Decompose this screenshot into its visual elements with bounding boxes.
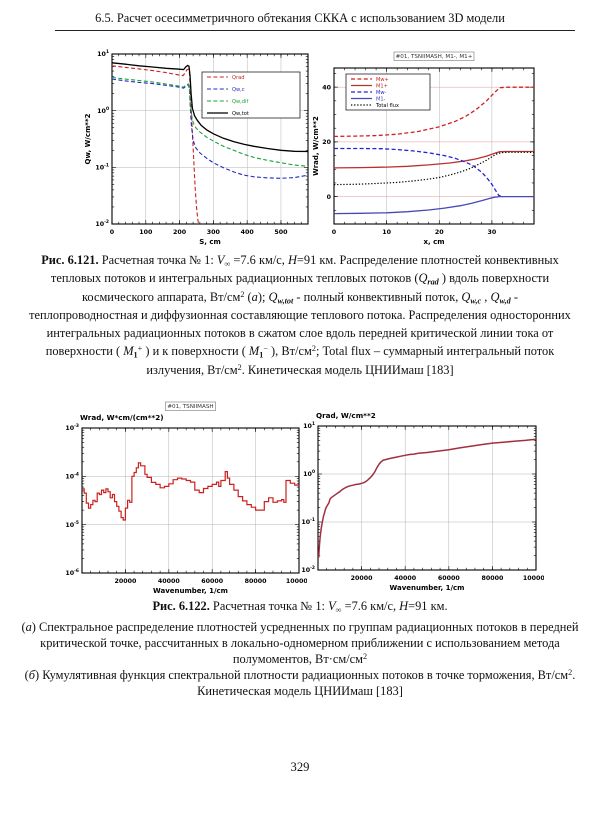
figure-6-122-paragraph-b: (б) Кумулятивная функция спектральной пл… bbox=[24, 667, 576, 698]
section-title: 6.5. Расчет осесимметричного обтекания С… bbox=[95, 11, 505, 25]
svg-text:10-2: 10-2 bbox=[301, 565, 315, 574]
svg-text:#01, TSNIIMASH, M1-, M1+: #01, TSNIIMASH, M1-, M1+ bbox=[396, 54, 473, 60]
svg-text:40000: 40000 bbox=[394, 575, 417, 582]
svg-text:Wavenumber, 1/cm: Wavenumber, 1/cm bbox=[390, 584, 465, 592]
svg-text:10-3: 10-3 bbox=[65, 423, 79, 432]
svg-text:100000: 100000 bbox=[523, 575, 544, 582]
svg-text:S, cm: S, cm bbox=[199, 238, 221, 246]
svg-text:80000: 80000 bbox=[245, 578, 268, 585]
svg-text:200: 200 bbox=[173, 229, 187, 236]
svg-text:20000: 20000 bbox=[114, 578, 137, 585]
svg-text:0: 0 bbox=[110, 229, 115, 236]
svg-text:400: 400 bbox=[241, 229, 255, 236]
svg-text:500: 500 bbox=[274, 229, 288, 236]
chart-wrad-vs-x: 0 10 20 30 0 20 40 Mw+M1+Mw-M1-Total flux x, cm W… bbox=[312, 51, 535, 246]
svg-text:Qrad: Qrad bbox=[232, 75, 244, 81]
svg-text:Total flux: Total flux bbox=[375, 103, 399, 109]
svg-text:10-5: 10-5 bbox=[65, 520, 79, 529]
svg-text:0: 0 bbox=[332, 229, 337, 236]
svg-text:0: 0 bbox=[327, 194, 332, 201]
svg-text:20: 20 bbox=[322, 139, 331, 146]
svg-text:Qrad, W/cm**2: Qrad, W/cm**2 bbox=[316, 411, 376, 420]
svg-text:Wavenumber, 1/cm: Wavenumber, 1/cm bbox=[153, 587, 228, 595]
svg-text:x, cm: x, cm bbox=[423, 238, 444, 246]
svg-text:100: 100 bbox=[97, 106, 109, 115]
svg-text:60000: 60000 bbox=[201, 578, 224, 585]
svg-text:Qw,dif: Qw,dif bbox=[232, 99, 248, 105]
svg-text:Qw,tot: Qw,tot bbox=[232, 111, 249, 117]
svg-text:300: 300 bbox=[207, 229, 221, 236]
svg-text:101: 101 bbox=[303, 421, 315, 430]
svg-text:10-2: 10-2 bbox=[95, 219, 109, 228]
svg-text:10: 10 bbox=[382, 229, 391, 236]
svg-text:20000: 20000 bbox=[351, 575, 374, 582]
svg-text:10-4: 10-4 bbox=[65, 472, 79, 481]
figure-6-122-paragraph-a: (а) Спектральное распределение плотносте… bbox=[21, 620, 579, 666]
section-header: 6.5. Расчет осесимметричного обтекания С… bbox=[0, 11, 600, 26]
svg-text:Mw-: Mw- bbox=[376, 90, 387, 96]
svg-text:Qw, W/cm**2: Qw, W/cm**2 bbox=[84, 113, 92, 164]
svg-text:Wrad, W*cm/(cm**2): Wrad, W*cm/(cm**2) bbox=[80, 413, 163, 422]
figure-6-122-caption: Рис. 6.122. Расчетная точка № 1: V∞ =7.6… bbox=[152, 599, 448, 615]
svg-text:80000: 80000 bbox=[481, 575, 504, 582]
svg-text:40: 40 bbox=[322, 84, 331, 91]
chart-spectral-distribution: 20000 40000 60000 80000 100000 10-3 10-4 10-5 10… bbox=[65, 401, 307, 595]
header-rule bbox=[55, 30, 575, 31]
svg-text:10-6: 10-6 bbox=[65, 568, 79, 577]
figure-6-121-caption: Рис. 6.121. Расчетная точка № 1: V∞ =7.6… bbox=[29, 253, 571, 377]
svg-text:100000: 100000 bbox=[286, 578, 307, 585]
svg-text:10-1: 10-1 bbox=[95, 163, 109, 172]
svg-text:60000: 60000 bbox=[438, 575, 461, 582]
svg-text:Wrad, W/cm**2: Wrad, W/cm**2 bbox=[312, 116, 320, 176]
svg-text:100: 100 bbox=[303, 469, 315, 478]
svg-text:100: 100 bbox=[139, 229, 153, 236]
svg-text:M1-: M1- bbox=[376, 96, 386, 102]
svg-text:20: 20 bbox=[435, 229, 444, 236]
svg-text:M1+: M1+ bbox=[376, 83, 388, 89]
svg-text:40000: 40000 bbox=[158, 578, 181, 585]
svg-text:101: 101 bbox=[97, 49, 109, 58]
svg-text:30: 30 bbox=[488, 229, 497, 236]
chart-cumulative-flux: 20000 40000 60000 80000 100000 101 100 10-1 10-2… bbox=[301, 411, 544, 592]
chart-qw-vs-s: 0 100 200 300 400 500 101 100 10-1 10-2 Qrad Qw,c Qw… bbox=[84, 49, 309, 246]
page-number: 329 bbox=[290, 760, 310, 774]
svg-text:10-1: 10-1 bbox=[301, 517, 315, 526]
svg-text:#01, TSNIIMASH: #01, TSNIIMASH bbox=[167, 404, 213, 410]
svg-text:Mw+: Mw+ bbox=[376, 77, 389, 83]
svg-text:Qw,c: Qw,c bbox=[232, 87, 245, 93]
